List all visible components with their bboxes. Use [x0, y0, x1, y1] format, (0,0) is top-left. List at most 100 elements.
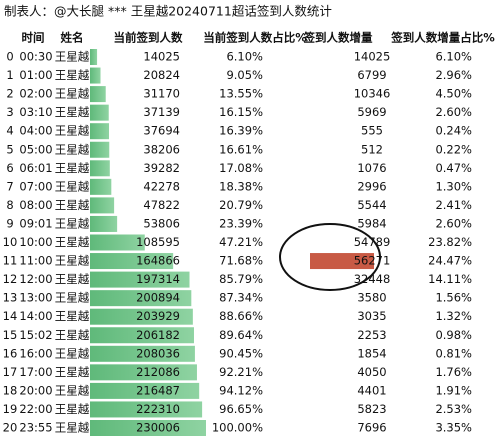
cell: 17:00	[19, 365, 52, 379]
cell: 3.35%	[435, 421, 472, 435]
cell: 9.05%	[226, 68, 263, 82]
row-index: 13	[3, 291, 18, 305]
cell: 20.79%	[219, 198, 263, 212]
cell: 5984	[357, 216, 386, 230]
cell: 1.91%	[435, 383, 472, 397]
cell: 10:00	[19, 235, 52, 249]
cell: 2.60%	[435, 216, 472, 230]
row-index: 14	[3, 309, 18, 323]
row-index: 10	[3, 235, 18, 249]
cell: 212086	[136, 365, 180, 379]
column-header: 当前签到人数占比%	[203, 31, 307, 45]
cell: 16:00	[19, 346, 52, 360]
row-index: 16	[3, 346, 18, 360]
cell: 71.68%	[219, 254, 263, 268]
row-index: 9	[6, 216, 13, 230]
cell: 王星越	[55, 402, 90, 416]
cell: 0.81%	[435, 346, 472, 360]
cell: 39282	[143, 161, 180, 175]
data-bar	[90, 123, 110, 140]
cell: 23.39%	[219, 216, 263, 230]
data-bar	[90, 401, 203, 418]
cell: 11:00	[19, 254, 52, 268]
cell: 王星越	[55, 235, 90, 249]
cell: 94.12%	[219, 383, 263, 397]
data-bar	[90, 141, 110, 158]
cell: 13.55%	[219, 87, 263, 101]
cell: 2.41%	[435, 198, 472, 212]
cell: 王星越	[55, 291, 90, 305]
cell: 0.24%	[435, 124, 472, 138]
cell: 王星越	[55, 142, 90, 156]
cell: 1.30%	[435, 179, 472, 193]
data-bar	[90, 67, 101, 84]
cell: 16.39%	[219, 124, 263, 138]
cell: 89.64%	[219, 328, 263, 342]
cell: 0.98%	[435, 328, 472, 342]
cell: 22:00	[19, 402, 52, 416]
cell: 4050	[357, 365, 386, 379]
cell: 54789	[354, 235, 391, 249]
cell: 王星越	[55, 421, 90, 435]
cell: 5823	[357, 402, 386, 416]
cell: 12:00	[19, 272, 52, 286]
data-bar	[90, 420, 206, 436]
cell: 164866	[136, 254, 180, 268]
cell: 4.50%	[435, 87, 472, 101]
cell: 88.66%	[219, 309, 263, 323]
row-index: 18	[3, 383, 18, 397]
data-bar	[90, 86, 106, 103]
cell: 15:02	[19, 328, 52, 342]
cell: 206182	[136, 328, 180, 342]
cell: 05:00	[19, 142, 52, 156]
cell: 85.79%	[219, 272, 263, 286]
cell: 20824	[143, 68, 180, 82]
data-bar	[90, 327, 194, 344]
cell: 王星越	[55, 87, 90, 101]
cell: 23.82%	[428, 235, 472, 249]
cell: 0.47%	[435, 161, 472, 175]
cell: 2.96%	[435, 68, 472, 82]
cell: 3580	[357, 291, 386, 305]
cell: 3035	[357, 309, 386, 323]
cell: 512	[361, 142, 383, 156]
column-header: 当前签到人数	[114, 31, 183, 45]
cell: 6.10%	[435, 50, 472, 64]
cell: 1854	[357, 346, 386, 360]
cell: 208036	[136, 346, 180, 360]
cell: 08:00	[19, 198, 52, 212]
cell: 03:10	[19, 105, 52, 119]
cell: 108595	[136, 235, 180, 249]
row-index: 15	[3, 328, 18, 342]
cell: 24.47%	[428, 254, 472, 268]
cell: 555	[361, 124, 383, 138]
cell: 5969	[357, 105, 386, 119]
cell: 47822	[143, 198, 180, 212]
cell: 4401	[357, 383, 386, 397]
data-bar	[90, 253, 174, 270]
cell: 5544	[357, 198, 386, 212]
cell: 6799	[357, 68, 386, 82]
cell: 87.34%	[219, 291, 263, 305]
title: 制表人：@大长腿 *** 王星越20240711超话签到人数统计	[4, 4, 332, 19]
cell: 31170	[143, 87, 180, 101]
cell: 14025	[354, 50, 391, 64]
cell: 王星越	[55, 272, 90, 286]
cell: 14:00	[19, 309, 52, 323]
row-index: 3	[6, 105, 13, 119]
data-bar	[90, 178, 112, 195]
cell: 09:01	[19, 216, 52, 230]
cell: 16.61%	[219, 142, 263, 156]
cell: 38206	[143, 142, 180, 156]
cell: 王星越	[55, 124, 90, 138]
data-bar	[90, 290, 192, 307]
cell: 王星越	[55, 68, 90, 82]
cell: 王星越	[55, 365, 90, 379]
cell: 16.15%	[219, 105, 263, 119]
row-index: 12	[3, 272, 18, 286]
data-bar	[90, 49, 98, 65]
cell: 230006	[136, 421, 180, 435]
cell: 01:00	[19, 68, 52, 82]
cell: 23:55	[19, 421, 52, 435]
